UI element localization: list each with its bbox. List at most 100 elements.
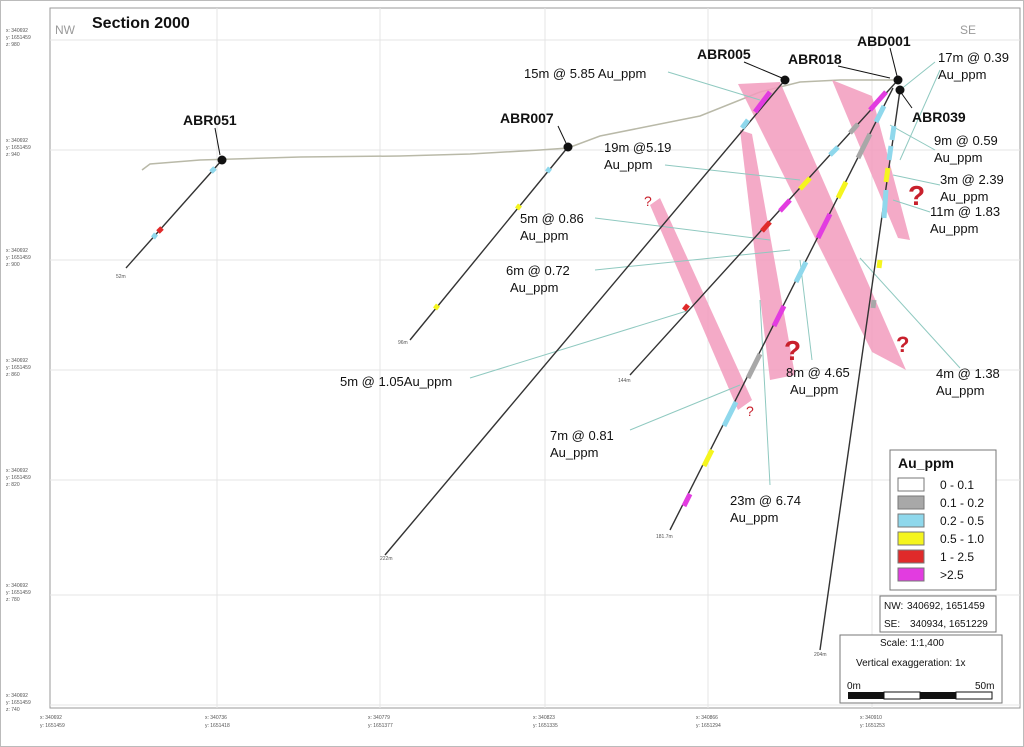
uncertain-marker-4: ? [644, 193, 652, 209]
scale-text: Scale: 1:1,400 [880, 638, 944, 649]
x-axis-labels: x: 340692 y: 1651459 x: 340736 y: 1651418 x:… [40, 715, 885, 729]
intercept-3m: 3m @ 2.39 [940, 172, 1004, 187]
legend-swatch [897, 549, 925, 564]
intercept-5m-105: 5m @ 1.05Au_ppm [340, 374, 452, 389]
y-axis-coord: x: 340692 [6, 583, 28, 589]
endpoint-box: NW: 340692, 1651459 SE: 340934, 1651229 [879, 595, 997, 633]
hole-label-abr005: ABR005 [697, 46, 751, 62]
y-axis-coord: x: 340692 [6, 468, 28, 474]
legend-swatch [897, 531, 925, 546]
eoh-abr039: 204m [814, 652, 827, 658]
hole-label-leaders [214, 47, 913, 156]
x-axis-coord: x: 340823 [533, 715, 555, 721]
intercept-labels: 15m @ 5.85 Au_ppm 17m @ 0.39 Au_ppm 9m @… [340, 50, 1009, 525]
legend-swatch [897, 513, 925, 528]
eoh-abd001: 181.7m [656, 534, 673, 540]
uncertain-marker-3: ? [896, 332, 909, 357]
y-axis-coord: z: 780 [6, 597, 20, 603]
intercept-19m: 19m @5.19 [604, 140, 671, 155]
hole-label-abr051: ABR051 [183, 112, 237, 128]
x-axis-coord: y: 1651294 [696, 723, 721, 729]
legend-label: 0.2 - 0.5 [940, 514, 984, 528]
intercept-8m: 8m @ 4.65 [786, 365, 850, 380]
intercept-leaders [469, 61, 961, 486]
legend-swatch [897, 567, 925, 582]
direction-se: SE [960, 23, 976, 37]
vertical-exaggeration: Vertical exaggeration: 1x [856, 658, 966, 669]
legend-label: 1 - 2.5 [940, 550, 974, 564]
legend-label: 0 - 0.1 [940, 478, 974, 492]
trace-abr039 [819, 89, 901, 651]
x-axis-coord: y: 1651418 [205, 723, 230, 729]
y-axis-coord: z: 740 [6, 707, 20, 713]
y-axis-coord: z: 900 [6, 262, 20, 268]
y-axis-coord: y: 1651459 [6, 590, 31, 596]
intercept-5m-086: 5m @ 0.86 [520, 211, 584, 226]
intercept-abr005-top: 15m @ 5.85 Au_ppm [524, 66, 646, 81]
x-axis-coord: y: 1651253 [860, 723, 885, 729]
zone-upper-east [832, 80, 910, 240]
intercept-4m: 4m @ 1.38 [936, 366, 1000, 381]
y-axis-coord: y: 1651459 [6, 145, 31, 151]
y-axis-coord: x: 340692 [6, 693, 28, 699]
intercept-11m: 11m @ 1.83 [930, 204, 1000, 219]
trace-abr005 [384, 79, 786, 556]
grid [50, 8, 1020, 708]
collar-abd001 [893, 75, 903, 85]
direction-nw: NW [55, 23, 76, 37]
x-axis-coord: x: 340692 [40, 715, 62, 721]
eoh-abr051: 52m [116, 274, 126, 280]
collar-abr051 [217, 155, 227, 165]
x-axis-coord: x: 340779 [368, 715, 390, 721]
scale-box: Scale: 1:1,400 Vertical exaggeration: 1x… [839, 634, 1003, 704]
intercept-23m-unit: Au_ppm [730, 510, 778, 525]
se-value: 340934, 1651229 [910, 619, 988, 630]
eoh-abr005: 222m [380, 556, 393, 562]
intercept-7m: 7m @ 0.81 [550, 428, 614, 443]
y-axis-coord: x: 340692 [6, 358, 28, 364]
intercept-9m-unit: Au_ppm [934, 150, 982, 165]
y-axis-coord: x: 340692 [6, 248, 28, 254]
collar-abr039 [895, 85, 905, 95]
y-axis-coord: z: 820 [6, 482, 20, 488]
uncertain-marker-1: ? [908, 180, 925, 211]
intercept-4m-unit: Au_ppm [936, 383, 984, 398]
uncertain-marker-5: ? [746, 403, 754, 419]
intercept-7m-unit: Au_ppm [550, 445, 598, 460]
intercept-3m-unit: Au_ppm [940, 189, 988, 204]
intercept-6m-unit: Au_ppm [510, 280, 558, 295]
x-axis-coord: y: 1651377 [368, 723, 393, 729]
hole-label-abd001: ABD001 [857, 33, 911, 49]
intercept-8m-unit: Au_ppm [790, 382, 838, 397]
collar-dots [217, 75, 905, 165]
hole-label-abr039: ABR039 [912, 109, 966, 125]
scale-bar [848, 691, 993, 700]
intercept-9m: 9m @ 0.59 [934, 133, 998, 148]
legend-swatch [897, 495, 925, 510]
intercept-5m-086-unit: Au_ppm [520, 228, 568, 243]
legend-swatch [897, 477, 925, 492]
intercept-23m: 23m @ 6.74 [730, 493, 801, 508]
intercept-abd001-top: 17m @ 0.39 [938, 50, 1009, 65]
y-axis-coord: x: 340692 [6, 28, 28, 34]
hole-label-abr007: ABR007 [500, 110, 554, 126]
intercept-19m-unit: Au_ppm [604, 157, 652, 172]
eoh-abr018: 144m [618, 378, 631, 384]
y-axis-coord: y: 1651459 [6, 475, 31, 481]
nw-value: 340692, 1651459 [907, 601, 985, 612]
legend: Au_ppm 0 - 0.1 0.1 - 0.2 0.2 - 0.5 0.5 - 1.… [889, 449, 997, 591]
eoh-abr007: 96m [398, 340, 408, 346]
x-axis-coord: x: 340866 [696, 715, 718, 721]
intercept-6m: 6m @ 0.72 [506, 263, 570, 278]
y-axis-coord: x: 340692 [6, 138, 28, 144]
legend-label: >2.5 [940, 568, 964, 582]
intercept-abd001-top-unit: Au_ppm [938, 67, 986, 82]
collar-abr007 [563, 142, 573, 152]
x-axis-coord: y: 1651459 [40, 723, 65, 729]
nw-label: NW: [884, 601, 903, 612]
scale-bar-end: 50m [975, 681, 994, 692]
se-label: SE: [884, 619, 900, 630]
zone-west [650, 198, 752, 410]
section-frame [49, 7, 1021, 709]
